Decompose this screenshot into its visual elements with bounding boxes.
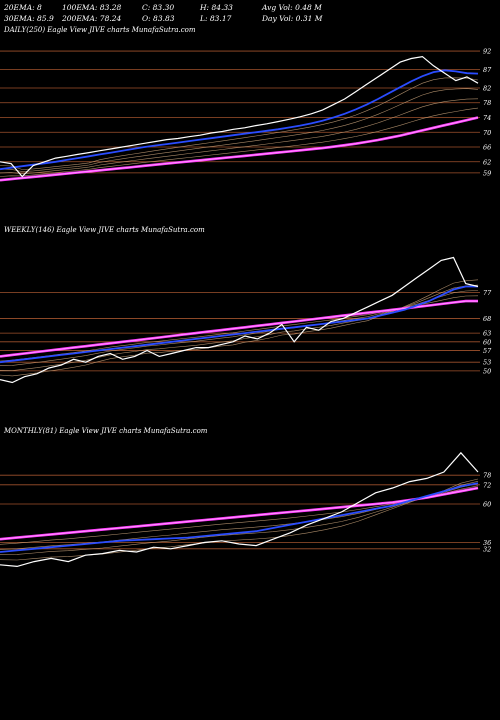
daily-panel-title: DAILY(250) Eagle View JIVE charts Munafa… xyxy=(4,26,196,34)
weekly-panel-title: WEEKLY(146) Eagle View JIVE charts Munaf… xyxy=(4,226,205,234)
daily-tick-label-8: 59 xyxy=(483,169,491,177)
daily-blue-ema-line xyxy=(0,69,479,171)
monthly-magenta-ema-line xyxy=(0,486,479,541)
monthly-panel-title: MONTHLY(81) Eagle View JIVE charts Munaf… xyxy=(4,427,208,435)
weekly-tick-label-3: 60 xyxy=(483,338,491,346)
daily-price-line xyxy=(0,55,479,178)
header-row1-col2: 100EMA: 83.28 xyxy=(62,3,122,12)
monthly-tick-label-3: 36 xyxy=(483,539,491,547)
daily-tick-label-5: 70 xyxy=(483,129,491,137)
header-row1-col1: 20EMA: 8 xyxy=(4,3,42,12)
daily-ema-band-1 xyxy=(0,98,479,175)
daily-tick-label-3: 78 xyxy=(483,99,491,107)
daily-tick-label-1: 87 xyxy=(483,66,492,74)
header-row2-col4: L: 83.17 xyxy=(200,14,232,23)
daily-tick-label-6: 66 xyxy=(483,144,491,152)
header-row1-col3: C: 83.30 xyxy=(142,3,175,12)
monthly-magenta-ema-core xyxy=(0,487,479,540)
daily-tick-label-4: 74 xyxy=(483,114,491,122)
weekly-blue-ema-line xyxy=(0,285,478,364)
weekly-tick-label-5: 53 xyxy=(483,359,491,367)
monthly-ema-band-0 xyxy=(0,485,479,545)
monthly-tick-label-4: 32 xyxy=(483,545,491,553)
weekly-tick-label-1: 68 xyxy=(483,315,491,323)
header-row1-col5: Avg Vol: 0.48 M xyxy=(262,3,322,12)
daily-tick-label-2: 82 xyxy=(483,84,491,92)
daily-tick-label-0: 92 xyxy=(483,48,491,56)
monthly-tick-label-1: 72 xyxy=(483,481,491,489)
daily-ema-band-2 xyxy=(0,88,479,172)
weekly-tick-label-6: 50 xyxy=(483,367,491,375)
header-row2-col5: Day Vol: 0.31 M xyxy=(262,14,323,23)
monthly-ema-band-2 xyxy=(0,481,479,555)
header-row2-col3: O: 83.83 xyxy=(142,14,175,23)
weekly-tick-label-2: 63 xyxy=(483,330,491,338)
monthly-ema-band-3 xyxy=(0,478,479,561)
monthly-blue-ema-line xyxy=(0,482,479,553)
header-row2-col2: 200EMA: 78.24 xyxy=(62,14,122,23)
daily-ema-band-0 xyxy=(0,107,479,177)
weekly-magenta-ema-core xyxy=(0,300,478,357)
weekly-tick-label-0: 77 xyxy=(483,289,492,297)
weekly-tick-label-4: 57 xyxy=(483,347,492,355)
daily-ema-band-3 xyxy=(0,77,479,170)
monthly-price-line xyxy=(0,451,479,568)
daily-magenta-ema-core xyxy=(0,117,479,181)
header-row1-col4: H: 84.33 xyxy=(200,3,233,12)
header-row2-col1: 30EMA: 85.9 xyxy=(4,14,54,23)
daily-tick-label-7: 62 xyxy=(483,158,491,166)
monthly-tick-label-0: 78 xyxy=(483,472,491,480)
monthly-tick-label-2: 60 xyxy=(483,501,491,509)
weekly-price-line xyxy=(0,256,479,384)
